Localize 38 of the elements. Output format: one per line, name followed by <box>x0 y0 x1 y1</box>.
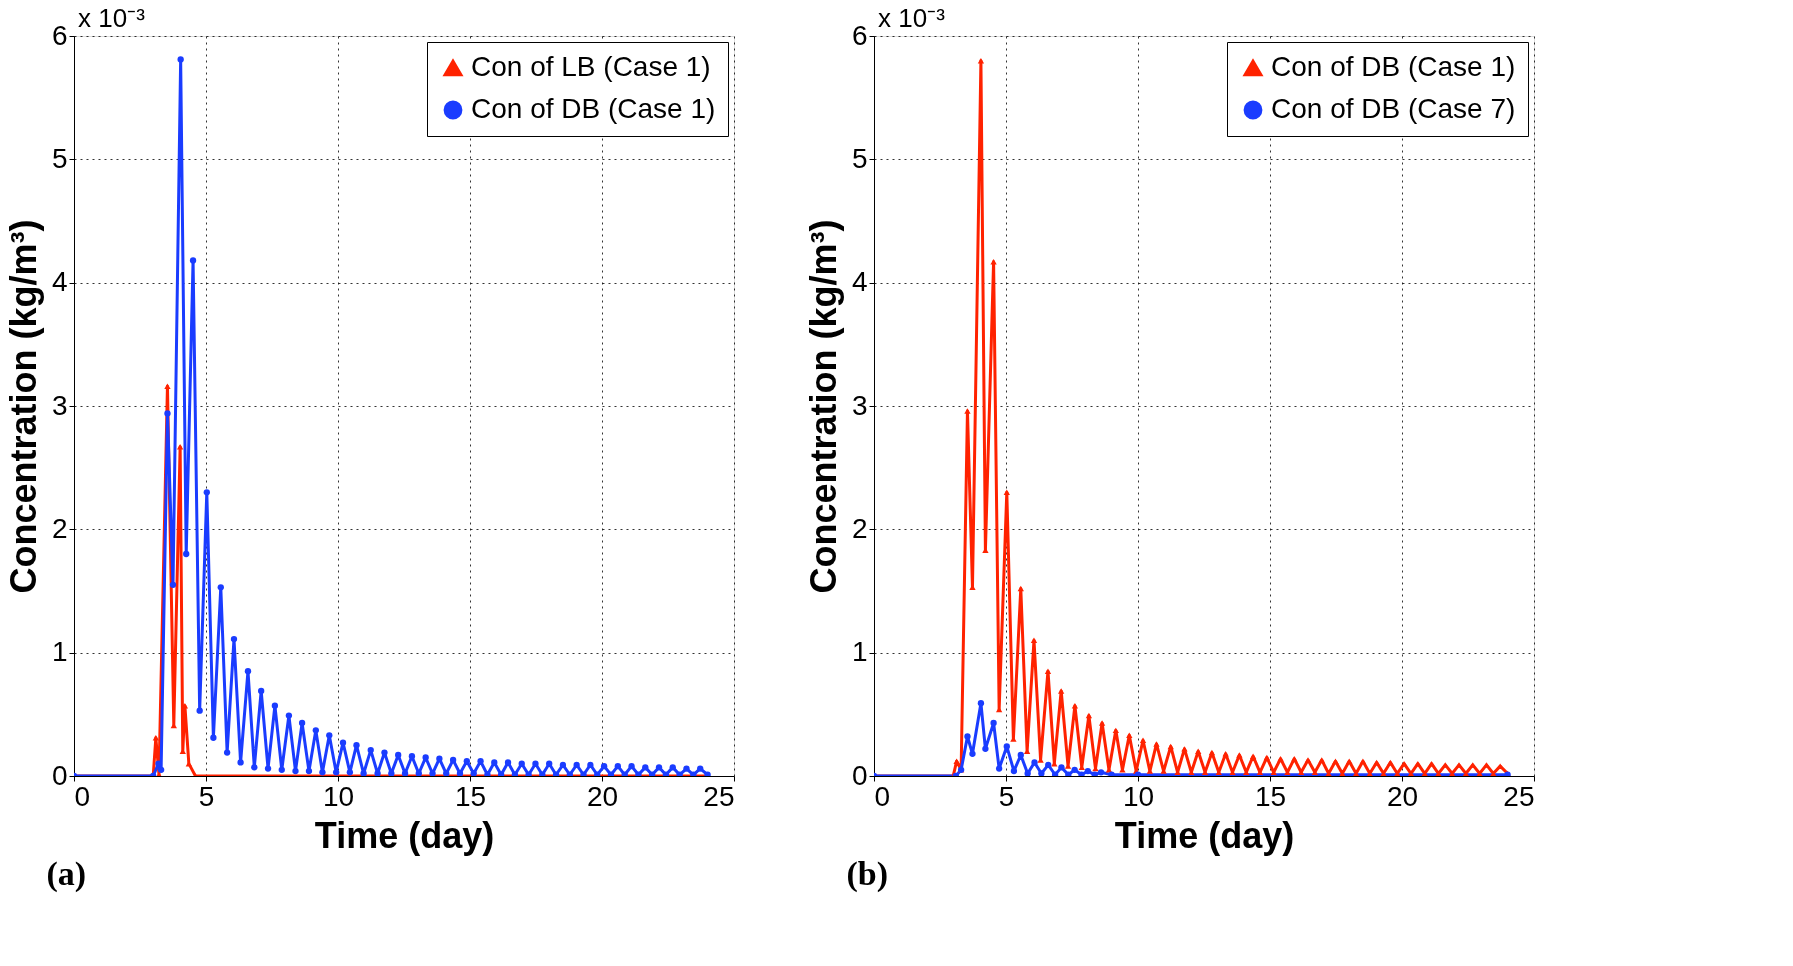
legend-label: Con of DB (Case 1) <box>471 93 716 124</box>
y-tick-label: 1 <box>51 636 68 668</box>
y-axis-title: Concentration (kg/m³) <box>2 219 44 594</box>
x-tick-label: 15 <box>1254 780 1287 812</box>
text: x 10⁻³ <box>878 3 946 33</box>
y-tick-label: 6 <box>851 19 868 51</box>
x-axis-title: Time (day) <box>314 814 495 856</box>
y-tick-label: 4 <box>51 266 68 298</box>
y-tick-label: 3 <box>851 389 868 421</box>
y-tick-label: 2 <box>51 512 68 544</box>
x-axis-title: Time (day) <box>1114 814 1295 856</box>
legend-label: Con of DB (Case 1) <box>1271 51 1516 82</box>
text: x 10⁻³ <box>78 3 146 33</box>
x-tick-label: 20 <box>1386 780 1419 812</box>
x-tick-label: 0 <box>74 780 91 812</box>
x-tick-label: 15 <box>454 780 487 812</box>
x-tick-label: 10 <box>322 780 355 812</box>
legend-label: Con of LB (Case 1) <box>471 51 711 82</box>
text: (a) <box>46 855 87 893</box>
x-tick-label: 0 <box>874 780 891 812</box>
y-tick-label: 0 <box>851 759 868 791</box>
y-tick-label: 3 <box>51 389 68 421</box>
y-tick-label: 2 <box>851 512 868 544</box>
y-tick-label: 4 <box>851 266 868 298</box>
x-tick-label: 20 <box>586 780 619 812</box>
y-axis-title: Concentration (kg/m³) <box>802 219 844 594</box>
x-tick-label: 10 <box>1122 780 1155 812</box>
x-tick-label: 25 <box>1503 780 1535 812</box>
y-tick-label: 0 <box>51 759 68 791</box>
x-tick-label: 25 <box>703 780 735 812</box>
x-tick-label: 5 <box>998 780 1015 812</box>
y-tick-label: 1 <box>851 636 868 668</box>
y-tick-label: 6 <box>51 19 68 51</box>
y-tick-label: 5 <box>851 142 868 174</box>
legend-label: Con of DB (Case 7) <box>1271 93 1516 124</box>
y-tick-label: 5 <box>51 142 68 174</box>
x-tick-label: 5 <box>198 780 215 812</box>
text: (b) <box>846 855 888 893</box>
